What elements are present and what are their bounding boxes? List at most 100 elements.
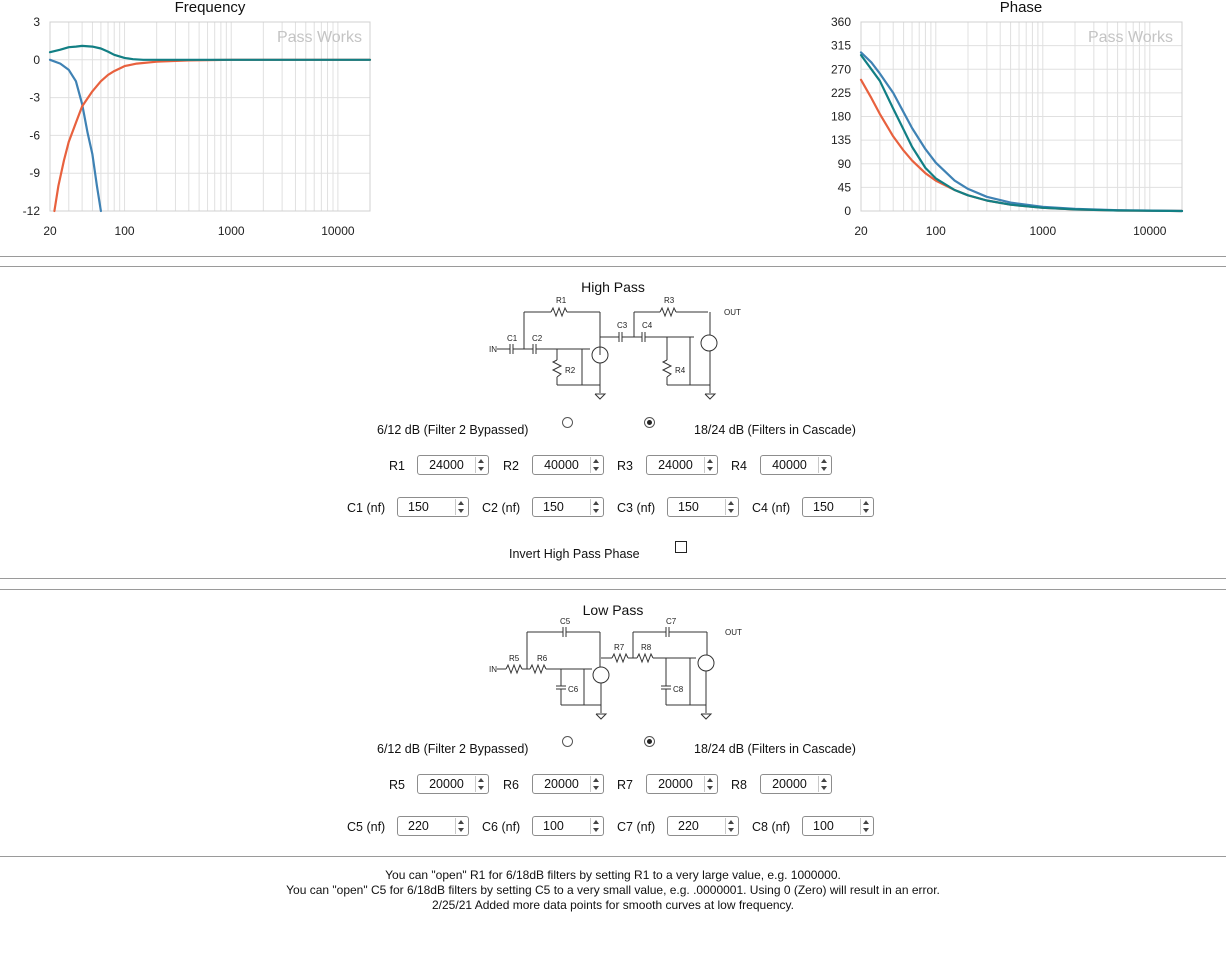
c6-label: C6 (nf)	[482, 820, 521, 834]
c5-stepper[interactable]	[455, 818, 467, 834]
schematic-r8-label: R8	[641, 643, 652, 652]
r7-label: R7	[617, 778, 633, 792]
high-pass-schematic: IN C1 C2 R1 R2 C3 C4 R3 R4 OUT	[489, 296, 741, 400]
r3-stepper[interactable]	[704, 457, 716, 473]
series-line-1	[859, 78, 1184, 213]
note-c5: You can "open" C5 for 6/18dB filters by …	[286, 883, 940, 897]
series-line-2	[53, 58, 372, 213]
r5-input[interactable]: 20000	[417, 774, 489, 794]
schematic-r6-label: R6	[537, 654, 548, 663]
c1-input[interactable]: 150	[397, 497, 469, 517]
c7-stepper[interactable]	[725, 818, 737, 834]
schematic-c5-label: C5	[560, 617, 571, 626]
x-tick-label: 100	[926, 224, 946, 238]
c8-stepper[interactable]	[860, 818, 872, 834]
invert-phase-label: Invert High Pass Phase	[509, 547, 640, 561]
r7-stepper[interactable]	[704, 776, 716, 792]
c1-value: 150	[408, 500, 429, 514]
lp-mode-bypassed-radio[interactable]	[562, 736, 573, 747]
r1-input[interactable]: 24000	[417, 455, 489, 475]
x-tick-label: 1000	[1029, 224, 1056, 238]
phase-chart: Phase 360 315 270 225 180 135 90 45 0 20 100 1000 100…	[810, 0, 1226, 245]
r8-value: 20000	[772, 777, 807, 791]
y-tick-label: 135	[831, 133, 851, 147]
c3-label: C3 (nf)	[617, 501, 656, 515]
r3-value: 24000	[658, 458, 693, 472]
c5-input[interactable]: 220	[397, 816, 469, 836]
c4-stepper[interactable]	[860, 499, 872, 515]
series-line-1	[48, 58, 103, 213]
schematic-r3-label: R3	[664, 296, 675, 305]
c3-stepper[interactable]	[725, 499, 737, 515]
r3-input[interactable]: 24000	[646, 455, 718, 475]
schematic-c8-label: C8	[673, 685, 684, 694]
c8-input[interactable]: 100	[802, 816, 874, 836]
c6-input[interactable]: 100	[532, 816, 604, 836]
plot-border	[860, 21, 1183, 212]
r6-label: R6	[503, 778, 519, 792]
r5-value: 20000	[429, 777, 464, 791]
r6-stepper[interactable]	[590, 776, 602, 792]
schematic-out-label: OUT	[725, 628, 742, 637]
c4-input[interactable]: 150	[802, 497, 874, 517]
y-tick-label: 3	[33, 15, 40, 29]
c3-input[interactable]: 150	[667, 497, 739, 517]
y-tick-label: 0	[844, 204, 851, 218]
r6-value: 20000	[544, 777, 579, 791]
y-tick-label: -9	[29, 166, 40, 180]
r7-input[interactable]: 20000	[646, 774, 718, 794]
hp-mode-cascade-radio[interactable]	[644, 417, 655, 428]
r7-value: 20000	[658, 777, 693, 791]
r4-input[interactable]: 40000	[760, 455, 832, 475]
chart-watermark: Pass Works	[1088, 29, 1173, 46]
plot-border	[49, 21, 371, 212]
c2-stepper[interactable]	[590, 499, 602, 515]
series-line-3	[48, 44, 372, 61]
x-tick-label: 1000	[218, 224, 245, 238]
chart-title: Frequency	[175, 0, 246, 16]
schematic-in-label: IN	[489, 665, 497, 674]
r5-stepper[interactable]	[475, 776, 487, 792]
x-tick-label: 100	[115, 224, 135, 238]
r1-value: 24000	[429, 458, 464, 472]
schematic-c3-label: C3	[617, 321, 628, 330]
hp-mode-bypassed-radio[interactable]	[562, 417, 573, 428]
invert-phase-checkbox[interactable]	[675, 541, 687, 553]
schematic-r7-label: R7	[614, 643, 625, 652]
c7-input[interactable]: 220	[667, 816, 739, 836]
y-tick-label: -12	[23, 204, 41, 218]
y-tick-label: 90	[838, 157, 852, 171]
c2-input[interactable]: 150	[532, 497, 604, 517]
c4-label: C4 (nf)	[752, 501, 791, 515]
lp-mode-cascade-radio[interactable]	[644, 736, 655, 747]
r8-label: R8	[731, 778, 747, 792]
r1-stepper[interactable]	[475, 457, 487, 473]
r2-input[interactable]: 40000	[532, 455, 604, 475]
schematic-in-label: IN	[489, 345, 497, 354]
c1-stepper[interactable]	[455, 499, 467, 515]
c8-label: C8 (nf)	[752, 820, 791, 834]
r2-stepper[interactable]	[590, 457, 602, 473]
c6-value: 100	[543, 819, 564, 833]
y-tick-label: -3	[29, 91, 40, 105]
schematic-out-label: OUT	[724, 308, 741, 317]
y-tick-label: 225	[831, 86, 851, 100]
c7-value: 220	[678, 819, 699, 833]
y-tick-label: 315	[831, 39, 851, 53]
c6-stepper[interactable]	[590, 818, 602, 834]
r4-stepper[interactable]	[818, 457, 830, 473]
divider	[0, 266, 1226, 267]
schematic-c6-label: C6	[568, 685, 579, 694]
r4-label: R4	[731, 459, 747, 473]
x-tick-label: 20	[854, 224, 868, 238]
r1-label: R1	[389, 459, 405, 473]
low-pass-schematic: IN R5 R6 C5 C6 R7 R8 C7 C8 OUT	[489, 617, 742, 720]
r8-stepper[interactable]	[818, 776, 830, 792]
y-tick-label: -6	[29, 128, 40, 142]
c5-label: C5 (nf)	[347, 820, 386, 834]
c2-value: 150	[543, 500, 564, 514]
r6-input[interactable]: 20000	[532, 774, 604, 794]
r8-input[interactable]: 20000	[760, 774, 832, 794]
c8-value: 100	[813, 819, 834, 833]
schematic-r2-label: R2	[565, 366, 576, 375]
